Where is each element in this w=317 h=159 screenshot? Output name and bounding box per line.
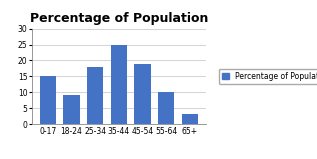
Legend: Percentage of Population: Percentage of Population — [219, 69, 317, 84]
Bar — [182, 114, 198, 124]
Bar — [111, 45, 127, 124]
Bar — [63, 95, 80, 124]
Bar — [87, 67, 103, 124]
Bar — [134, 64, 151, 124]
Title: Percentage of Population: Percentage of Population — [30, 12, 208, 25]
Bar — [158, 92, 174, 124]
Bar — [40, 76, 56, 124]
